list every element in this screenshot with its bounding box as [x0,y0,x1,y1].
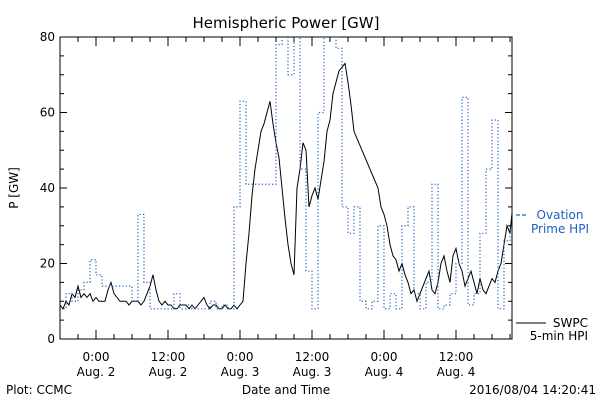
x-tick-time-label: 0:00 [83,350,110,364]
x-tick-date-label: Aug. 4 [437,365,476,379]
legend-swpc-label: 5-min HPI [530,329,588,343]
y-axis: 0 20 40 60 80 [40,30,512,346]
y-tick-label: 60 [40,106,55,120]
y-tick-label: 40 [40,181,55,195]
legend-ovation-label: Prime HPI [531,222,589,236]
x-tick-date-label: Aug. 3 [293,365,332,379]
x-tick-time-label: 12:00 [295,350,330,364]
y-tick-label: 0 [47,332,55,346]
x-tick-date-label: Aug. 2 [77,365,116,379]
x-tick-date-label: Aug. 3 [221,365,260,379]
chart-title: Hemispheric Power [GW] [193,14,380,32]
x-tick-date-label: Aug. 4 [365,365,404,379]
y-tick-label: 80 [40,30,55,44]
x-tick-time-label: 0:00 [227,350,254,364]
ovation-prime-series-line [60,37,512,310]
x-tick-time-label: 0:00 [371,350,398,364]
footer-timestamp: 2016/08/04 14:20:41 [469,383,596,397]
x-tick-time-label: 12:00 [151,350,186,364]
series-layer [60,37,512,310]
x-tick-time-label: 12:00 [439,350,474,364]
x-axis-label: Date and Time [242,383,330,397]
legend-ovation-label: Ovation [537,208,584,222]
y-axis-label: P [GW] [7,167,21,209]
x-tick-date-label: Aug. 2 [149,365,188,379]
footer-credit: Plot: CCMC [6,383,72,397]
plot-area [59,36,513,340]
swpc-series-line [60,62,512,310]
y-tick-label: 20 [40,257,55,271]
legend-swpc-label: SWPC [553,316,588,330]
